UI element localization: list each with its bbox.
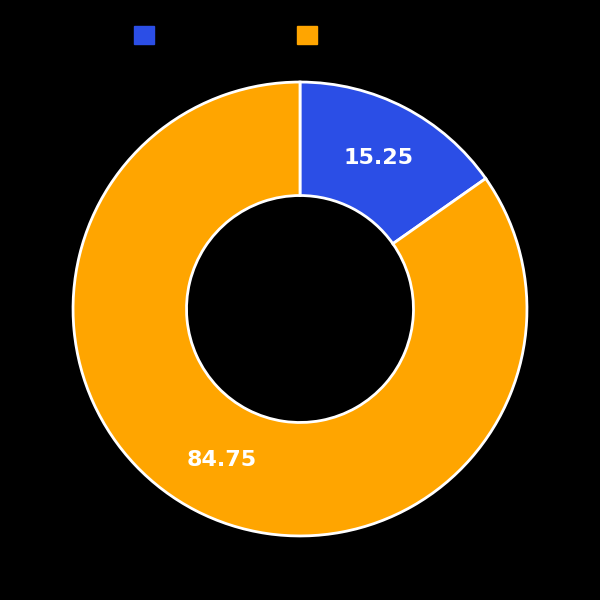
Legend: AI Apps (%), Non-AI Apps (%): AI Apps (%), Non-AI Apps (%) xyxy=(128,20,472,51)
Wedge shape xyxy=(73,82,527,536)
Text: 15.25: 15.25 xyxy=(343,148,413,168)
Wedge shape xyxy=(300,82,485,244)
Text: 84.75: 84.75 xyxy=(187,450,257,470)
